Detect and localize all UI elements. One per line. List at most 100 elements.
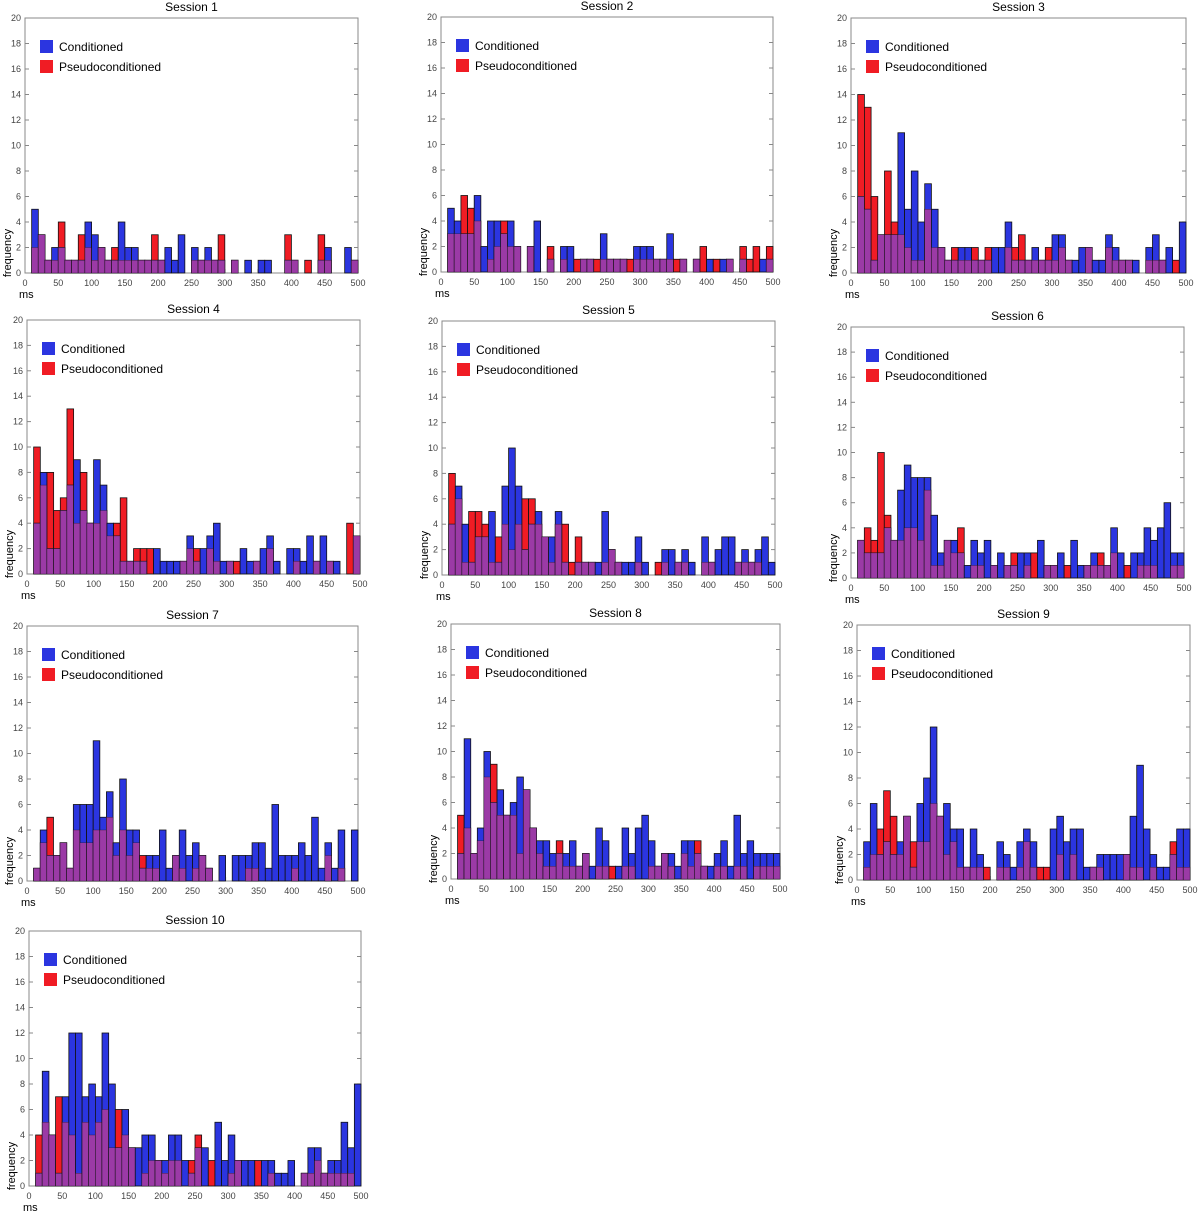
y-tick-label: 0 bbox=[442, 874, 447, 884]
legend-label: Pseudoconditioned bbox=[59, 60, 161, 74]
y-tick-label: 14 bbox=[427, 89, 437, 99]
bar-overlap bbox=[667, 866, 675, 880]
bar-overlap bbox=[726, 259, 734, 273]
bar-overlap bbox=[1043, 565, 1052, 579]
bar-overlap bbox=[284, 260, 292, 274]
y-tick-label: 4 bbox=[20, 1130, 25, 1140]
x-tick-label: 200 bbox=[983, 885, 998, 895]
bar-overlap bbox=[457, 853, 465, 880]
bar-conditioned bbox=[165, 867, 174, 882]
bar-conditioned bbox=[284, 855, 293, 882]
bar-overlap bbox=[602, 866, 610, 880]
bar-overlap bbox=[198, 855, 206, 882]
bar-overlap bbox=[556, 853, 564, 880]
y-tick-label: 20 bbox=[15, 926, 25, 936]
bar-conditioned bbox=[719, 258, 727, 273]
bar-overlap bbox=[876, 854, 884, 881]
bar-overlap bbox=[73, 522, 81, 575]
bar-overlap bbox=[168, 1160, 176, 1187]
bar-conditioned bbox=[278, 855, 286, 882]
bar-overlap bbox=[42, 1122, 50, 1187]
x-tick-label: 200 bbox=[153, 579, 168, 589]
y-tick-label: 18 bbox=[13, 340, 23, 350]
bar-overlap bbox=[133, 561, 141, 575]
x-tick-label: 450 bbox=[317, 886, 332, 896]
bar-overlap bbox=[734, 562, 742, 576]
bar-overlap bbox=[88, 1134, 96, 1187]
y-tick-label: 0 bbox=[842, 268, 847, 278]
legend-swatch-conditioned bbox=[457, 343, 470, 356]
bar-overlap bbox=[40, 484, 48, 575]
bar-overlap bbox=[66, 868, 74, 882]
bar-overlap bbox=[857, 196, 865, 274]
bar-overlap bbox=[739, 259, 747, 273]
bar-overlap bbox=[943, 540, 952, 579]
bar-overlap bbox=[548, 562, 556, 576]
bar-overlap bbox=[1089, 867, 1098, 881]
x-tick-label: 500 bbox=[352, 579, 367, 589]
bar-overlap bbox=[857, 540, 865, 579]
bar-overlap bbox=[192, 868, 200, 882]
bar-overlap bbox=[753, 866, 761, 880]
bar-overlap bbox=[132, 842, 140, 882]
bar-conditioned bbox=[219, 560, 228, 575]
legend-swatch-conditioned bbox=[456, 39, 469, 52]
bar-conditioned bbox=[1142, 828, 1151, 881]
bar-conditioned bbox=[264, 867, 273, 882]
bar-overlap bbox=[213, 561, 221, 575]
x-tick-label: 150 bbox=[949, 885, 964, 895]
bar-overlap bbox=[300, 1173, 309, 1187]
bar-pseudoconditioned bbox=[55, 1096, 63, 1187]
x-tick-label: 350 bbox=[251, 886, 266, 896]
y-tick-label: 20 bbox=[837, 322, 847, 332]
y-tick-label: 14 bbox=[837, 90, 847, 100]
bar-overlap bbox=[648, 866, 656, 880]
x-tick-label: 450 bbox=[1145, 278, 1160, 288]
legend-label: Pseudoconditioned bbox=[61, 362, 163, 376]
bar-overlap bbox=[101, 1109, 109, 1187]
bar-pseudoconditioned bbox=[568, 561, 576, 576]
x-tick-label: 200 bbox=[977, 583, 992, 593]
x-tick-label: 50 bbox=[470, 580, 480, 590]
bar-overlap bbox=[700, 866, 708, 880]
y-tick-label: 16 bbox=[428, 367, 438, 377]
y-tick-label: 10 bbox=[15, 1054, 25, 1064]
x-tick-label: 450 bbox=[319, 579, 334, 589]
y-tick-label: 20 bbox=[11, 13, 21, 23]
bar-overlap bbox=[495, 562, 503, 576]
legend-swatch-pseudoconditioned bbox=[456, 59, 469, 72]
bar-conditioned bbox=[1017, 552, 1025, 579]
bar-overlap bbox=[904, 247, 912, 274]
bar-overlap bbox=[245, 868, 253, 882]
bar-conditioned bbox=[1109, 854, 1118, 881]
bar-overlap bbox=[608, 549, 616, 576]
y-tick-label: 8 bbox=[18, 467, 23, 477]
bar-overlap bbox=[1143, 565, 1151, 579]
bar-overlap bbox=[66, 484, 74, 575]
bar-conditioned bbox=[158, 829, 167, 882]
bar-overlap bbox=[113, 535, 121, 575]
bar-overlap bbox=[46, 548, 54, 575]
bar-overlap bbox=[337, 868, 346, 882]
y-tick-label: 2 bbox=[18, 851, 23, 861]
y-tick-label: 2 bbox=[432, 242, 437, 252]
bar-overlap bbox=[546, 259, 555, 273]
bar-conditioned bbox=[998, 247, 1006, 274]
bar-overlap bbox=[654, 866, 662, 880]
bar-overlap bbox=[46, 855, 54, 882]
bar-conditioned bbox=[287, 1160, 295, 1187]
y-tick-label: 6 bbox=[433, 494, 438, 504]
bar-conditioned bbox=[621, 561, 629, 576]
bar-overlap bbox=[740, 866, 748, 880]
y-tick-label: 14 bbox=[13, 391, 23, 401]
x-axis-label: ms bbox=[851, 896, 866, 908]
bar-overlap bbox=[188, 1173, 196, 1187]
bar-overlap bbox=[151, 260, 159, 274]
x-tick-label: 150 bbox=[533, 277, 548, 287]
bar-overlap bbox=[493, 246, 502, 273]
x-axis-label: ms bbox=[435, 288, 450, 300]
bar-conditioned bbox=[688, 561, 696, 576]
y-tick-label: 10 bbox=[13, 749, 23, 759]
bar-conditioned bbox=[344, 247, 352, 274]
bar-overlap bbox=[80, 510, 88, 575]
